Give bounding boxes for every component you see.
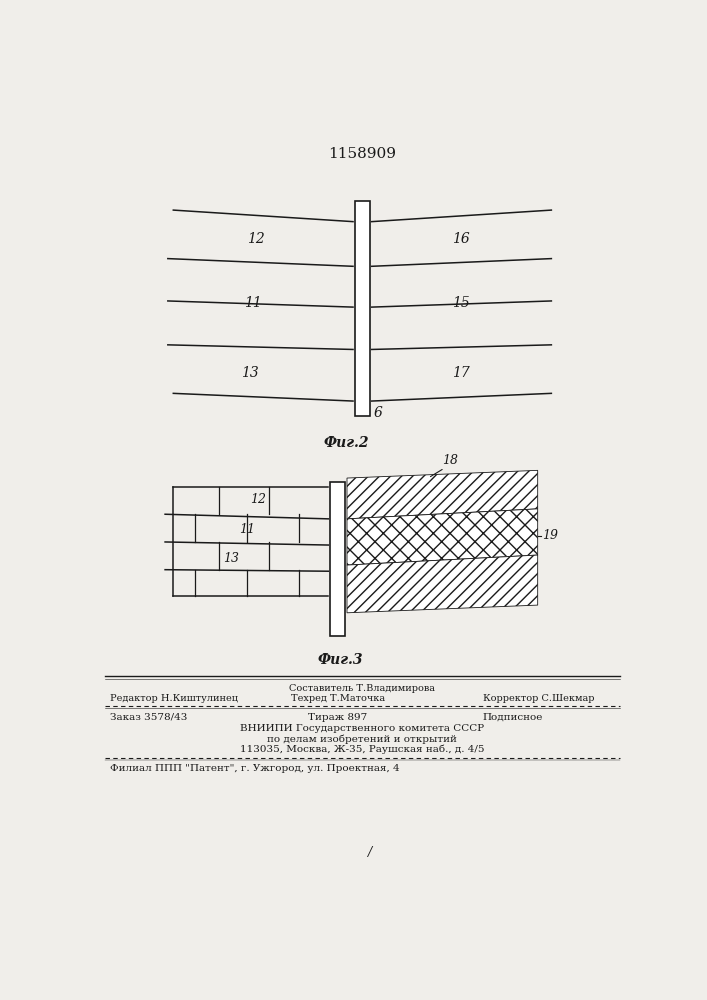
Text: Редактор Н.Киштулинец: Редактор Н.Киштулинец	[110, 694, 238, 703]
Text: 18: 18	[442, 454, 458, 466]
Text: Техред Т.Маточка: Техред Т.Маточка	[291, 694, 385, 703]
Text: Подписное: Подписное	[483, 713, 543, 722]
Polygon shape	[347, 470, 538, 519]
Text: 6: 6	[373, 406, 382, 420]
Text: 13: 13	[223, 552, 239, 565]
Text: Составитель Т.Владимирова: Составитель Т.Владимирова	[289, 684, 436, 693]
Text: Филиал ППП "Патент", г. Ужгород, ул. Проектная, 4: Филиал ППП "Патент", г. Ужгород, ул. Про…	[110, 764, 400, 773]
Bar	[330, 482, 345, 636]
Bar	[355, 201, 370, 416]
Text: Коррeктор С.Шекмар: Коррeктор С.Шекмар	[483, 694, 595, 703]
Text: Фиг.3: Фиг.3	[317, 653, 363, 667]
Text: по делам изобретений и открытий: по делам изобретений и открытий	[267, 734, 457, 744]
Text: 11: 11	[239, 523, 255, 536]
Text: 12: 12	[247, 232, 264, 246]
Text: 17: 17	[452, 366, 470, 380]
Text: 1158909: 1158909	[328, 147, 397, 161]
Text: Фиг.2: Фиг.2	[323, 436, 368, 450]
Text: 16: 16	[452, 232, 470, 246]
Text: 15: 15	[452, 296, 470, 310]
Text: 19: 19	[542, 529, 558, 542]
Text: 11: 11	[244, 296, 262, 310]
Polygon shape	[347, 555, 538, 613]
Text: Заказ 3578/43: Заказ 3578/43	[110, 713, 187, 722]
Text: 13: 13	[241, 366, 259, 380]
Text: 12: 12	[250, 493, 267, 506]
Text: 113035, Москва, Ж-35, Раушская наб., д. 4/5: 113035, Москва, Ж-35, Раушская наб., д. …	[240, 744, 484, 754]
Text: /: /	[368, 846, 373, 859]
Polygon shape	[347, 509, 538, 565]
Text: Тираж 897: Тираж 897	[308, 713, 367, 722]
Text: ВНИИПИ Государственного комитета СССР: ВНИИПИ Государственного комитета СССР	[240, 724, 484, 733]
